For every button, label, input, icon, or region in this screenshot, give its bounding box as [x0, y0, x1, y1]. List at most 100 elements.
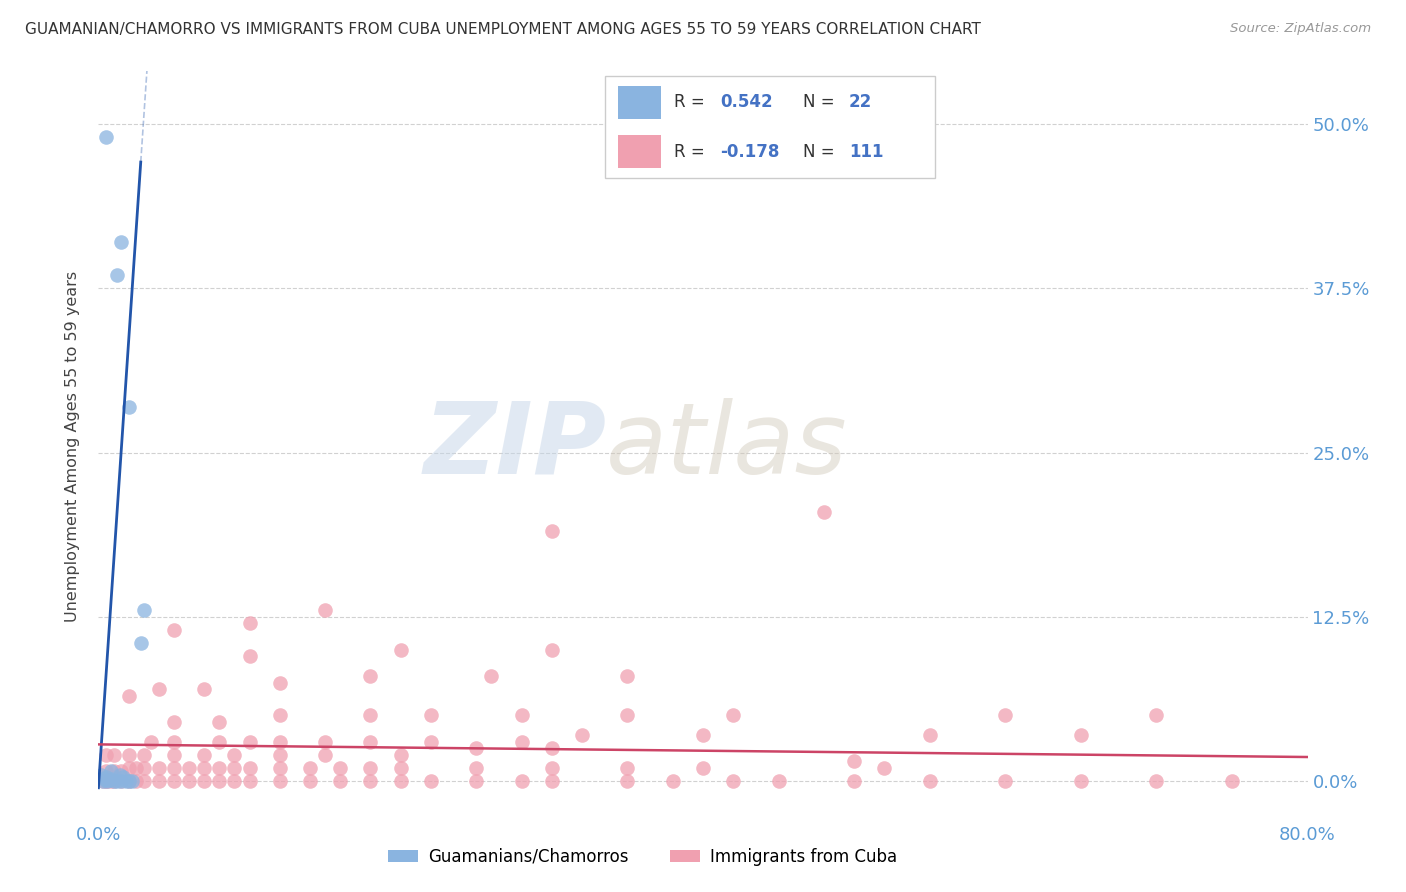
Point — [224, 747, 246, 762]
Point — [94, 130, 117, 145]
Point — [118, 774, 141, 789]
Bar — [617, 136, 661, 168]
Point — [1220, 774, 1243, 789]
Text: 22: 22 — [849, 94, 872, 112]
Point — [844, 755, 866, 769]
Point — [193, 761, 215, 775]
Point — [1144, 774, 1167, 789]
Point — [360, 735, 382, 749]
FancyBboxPatch shape — [605, 76, 935, 178]
Point — [465, 741, 488, 756]
Point — [98, 772, 121, 787]
Point — [299, 774, 322, 789]
Point — [141, 735, 163, 749]
Point — [360, 761, 382, 775]
Point — [193, 682, 215, 697]
Point — [114, 774, 136, 789]
Point — [269, 761, 291, 775]
Point — [100, 764, 122, 778]
Point — [314, 747, 336, 762]
Point — [163, 761, 186, 775]
Point — [148, 774, 170, 789]
Point — [94, 747, 117, 762]
Point — [269, 747, 291, 762]
Point — [465, 774, 488, 789]
Text: N =: N = — [803, 94, 839, 112]
Point — [91, 774, 114, 789]
Point — [94, 770, 117, 784]
Point — [111, 770, 134, 784]
Point — [103, 747, 125, 762]
Point — [103, 764, 125, 778]
Point — [1144, 708, 1167, 723]
Point — [100, 774, 122, 789]
Point — [239, 774, 262, 789]
Point — [540, 524, 562, 539]
Point — [179, 774, 201, 789]
Point — [540, 642, 562, 657]
Point — [108, 767, 131, 781]
Text: ZIP: ZIP — [423, 398, 606, 494]
Point — [96, 774, 118, 789]
Point — [692, 761, 714, 775]
Point — [661, 774, 683, 789]
Text: atlas: atlas — [606, 398, 848, 494]
Point — [465, 761, 488, 775]
Point — [540, 761, 562, 775]
Point — [813, 505, 835, 519]
Text: R =: R = — [673, 94, 710, 112]
Point — [105, 268, 128, 282]
Point — [571, 728, 593, 742]
Point — [193, 747, 215, 762]
Point — [91, 774, 114, 789]
Point — [420, 774, 443, 789]
Point — [994, 774, 1017, 789]
Point — [118, 774, 141, 789]
Point — [118, 761, 141, 775]
Point — [94, 764, 117, 778]
Point — [844, 774, 866, 789]
Point — [768, 774, 790, 789]
Point — [224, 761, 246, 775]
Point — [389, 774, 412, 789]
Point — [179, 761, 201, 775]
Point — [239, 761, 262, 775]
Point — [692, 728, 714, 742]
Legend: Guamanians/Chamorros, Immigrants from Cuba: Guamanians/Chamorros, Immigrants from Cu… — [381, 841, 904, 872]
Point — [118, 400, 141, 414]
Point — [314, 603, 336, 617]
Point — [132, 603, 155, 617]
Text: Source: ZipAtlas.com: Source: ZipAtlas.com — [1230, 22, 1371, 36]
Point — [360, 669, 382, 683]
Point — [994, 708, 1017, 723]
Point — [269, 708, 291, 723]
Point — [103, 774, 125, 789]
Point — [314, 735, 336, 749]
Point — [360, 708, 382, 723]
Point — [616, 774, 638, 789]
Point — [193, 774, 215, 789]
Point — [132, 761, 155, 775]
Point — [132, 747, 155, 762]
Point — [118, 689, 141, 703]
Point — [329, 774, 352, 789]
Text: 0.542: 0.542 — [720, 94, 773, 112]
Point — [132, 774, 155, 789]
Point — [125, 774, 148, 789]
Point — [224, 774, 246, 789]
Point — [723, 774, 745, 789]
Point — [94, 774, 117, 789]
Point — [148, 682, 170, 697]
Point — [93, 772, 115, 786]
Point — [510, 708, 533, 723]
Point — [360, 774, 382, 789]
Point — [616, 669, 638, 683]
Point — [269, 774, 291, 789]
Point — [510, 774, 533, 789]
Text: N =: N = — [803, 143, 839, 161]
Point — [110, 774, 132, 789]
Point — [239, 616, 262, 631]
Point — [110, 235, 132, 250]
Point — [100, 772, 122, 786]
Point — [96, 774, 118, 789]
